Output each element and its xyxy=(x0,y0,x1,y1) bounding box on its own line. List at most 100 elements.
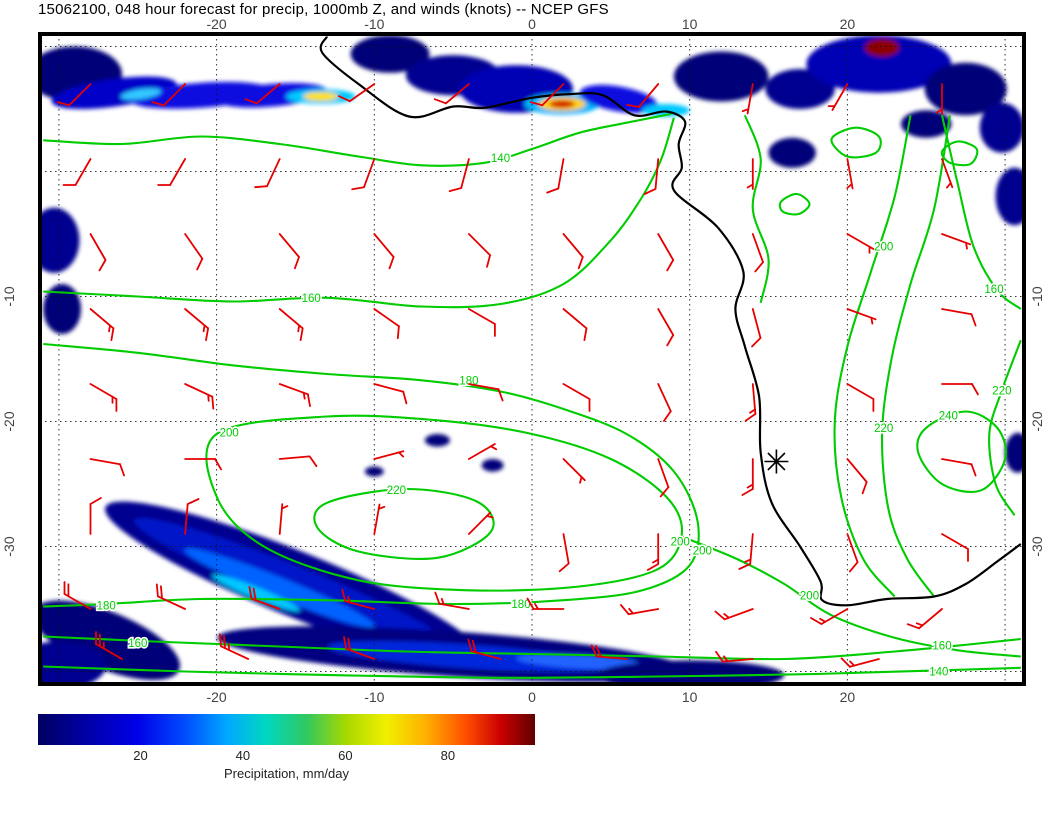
wind-barb xyxy=(562,383,591,412)
wind-barb xyxy=(751,308,762,348)
precip-blob xyxy=(40,207,80,273)
colorbar-tick-label: 60 xyxy=(338,748,353,763)
contour-line xyxy=(778,192,811,216)
wind-barb xyxy=(467,511,494,535)
wind-barb xyxy=(278,383,311,408)
axis-tick-label: -20 xyxy=(206,18,226,32)
wind-barb xyxy=(529,83,565,107)
wind-barb xyxy=(433,83,470,105)
precip-blob xyxy=(43,284,81,334)
precip-blob xyxy=(350,35,430,73)
contour-label: 160 xyxy=(128,638,147,650)
wind-barb xyxy=(657,383,672,422)
contour-label: 180 xyxy=(97,600,116,612)
wind-barb xyxy=(657,233,675,272)
axis-tick-label: -30 xyxy=(1,536,17,556)
wind-barb xyxy=(846,158,854,190)
wind-barb xyxy=(738,533,754,570)
contour-label: 220 xyxy=(992,385,1011,397)
wind-barb xyxy=(846,458,868,495)
wind-barb xyxy=(184,458,223,471)
wind-barb xyxy=(244,83,281,105)
wind-barb xyxy=(846,233,875,254)
contour-line xyxy=(43,665,1021,679)
wind-barb xyxy=(373,450,405,460)
wind-barb xyxy=(546,158,565,194)
wind-barb xyxy=(744,383,757,422)
site-marker xyxy=(764,449,789,474)
wind-barb xyxy=(337,83,376,103)
wind-barb xyxy=(343,636,376,660)
wind-barb xyxy=(941,158,954,189)
contour-label: 200 xyxy=(800,590,819,602)
contour-label: 160 xyxy=(984,284,1003,296)
wind-barb xyxy=(562,308,588,342)
wind-barb-layer xyxy=(56,83,979,668)
axis-tick-label: 10 xyxy=(682,689,698,705)
contour-line xyxy=(940,115,1022,310)
wind-barb xyxy=(941,308,977,327)
wind-barb xyxy=(278,503,289,535)
wind-barb xyxy=(448,158,470,193)
precipitation-layer xyxy=(40,35,1024,684)
wind-barb xyxy=(184,308,210,342)
contour-line xyxy=(681,535,1021,658)
axis-tick-label: -10 xyxy=(1,286,17,306)
wind-barb xyxy=(373,308,400,340)
wind-barb xyxy=(657,308,675,347)
axis-tick-label: 20 xyxy=(840,689,856,705)
figure-title: 15062100, 048 hour forecast for precip, … xyxy=(38,1,609,18)
wind-barb xyxy=(562,458,586,484)
wind-barb xyxy=(467,383,504,402)
contour-line xyxy=(830,126,882,159)
contour-label: 240 xyxy=(939,410,958,422)
precip-blob xyxy=(481,459,504,472)
wind-barb xyxy=(278,308,304,342)
wind-barb xyxy=(590,644,628,660)
contour-line xyxy=(43,112,672,167)
wind-barb xyxy=(89,458,125,477)
contour-line xyxy=(940,140,979,167)
axis-tick-label: -10 xyxy=(364,18,384,32)
wind-barb xyxy=(155,583,187,610)
precip-blob xyxy=(364,466,384,477)
wind-barb xyxy=(558,533,570,573)
wind-barb xyxy=(56,83,92,107)
axis-tick-label: 0 xyxy=(528,18,536,32)
wind-barb xyxy=(941,233,972,250)
wind-barb xyxy=(643,158,660,195)
contour-layer xyxy=(43,112,1022,679)
precip-blob xyxy=(184,548,375,628)
contour-line xyxy=(43,342,700,608)
colorbar-tick-label: 80 xyxy=(440,748,456,763)
wind-barb xyxy=(248,586,281,610)
plot-frame xyxy=(38,32,1026,686)
contour-label: 220 xyxy=(387,485,406,497)
precip-blob xyxy=(995,167,1024,226)
precip-blob xyxy=(212,574,300,612)
wind-barb xyxy=(941,458,977,477)
wind-barb xyxy=(827,83,849,111)
wind-barb xyxy=(846,383,875,412)
wind-barb xyxy=(741,458,754,496)
contour-line xyxy=(205,414,684,592)
wind-barb xyxy=(715,650,754,663)
precip-blob xyxy=(303,92,339,101)
colorbar-ticks: 20 40 60 80 xyxy=(38,748,535,764)
contour-labels: 1401601601801801802002002002002202002202… xyxy=(95,151,1013,680)
wind-barb xyxy=(646,533,660,571)
wind-barb xyxy=(526,597,565,610)
wind-barb xyxy=(218,633,250,660)
wind-barb xyxy=(562,233,584,270)
wind-barb xyxy=(157,158,187,186)
colorbar-label: Precipitation, mm/day xyxy=(224,766,349,781)
precip-blob xyxy=(979,102,1024,153)
wind-barb xyxy=(935,83,943,115)
axis-tick-label: -20 xyxy=(1029,411,1045,431)
precip-blob xyxy=(1005,432,1024,473)
contour-label: 180 xyxy=(511,599,530,611)
contour-line xyxy=(313,487,495,560)
contour-label: 160 xyxy=(302,293,321,305)
contour-line xyxy=(743,114,770,304)
